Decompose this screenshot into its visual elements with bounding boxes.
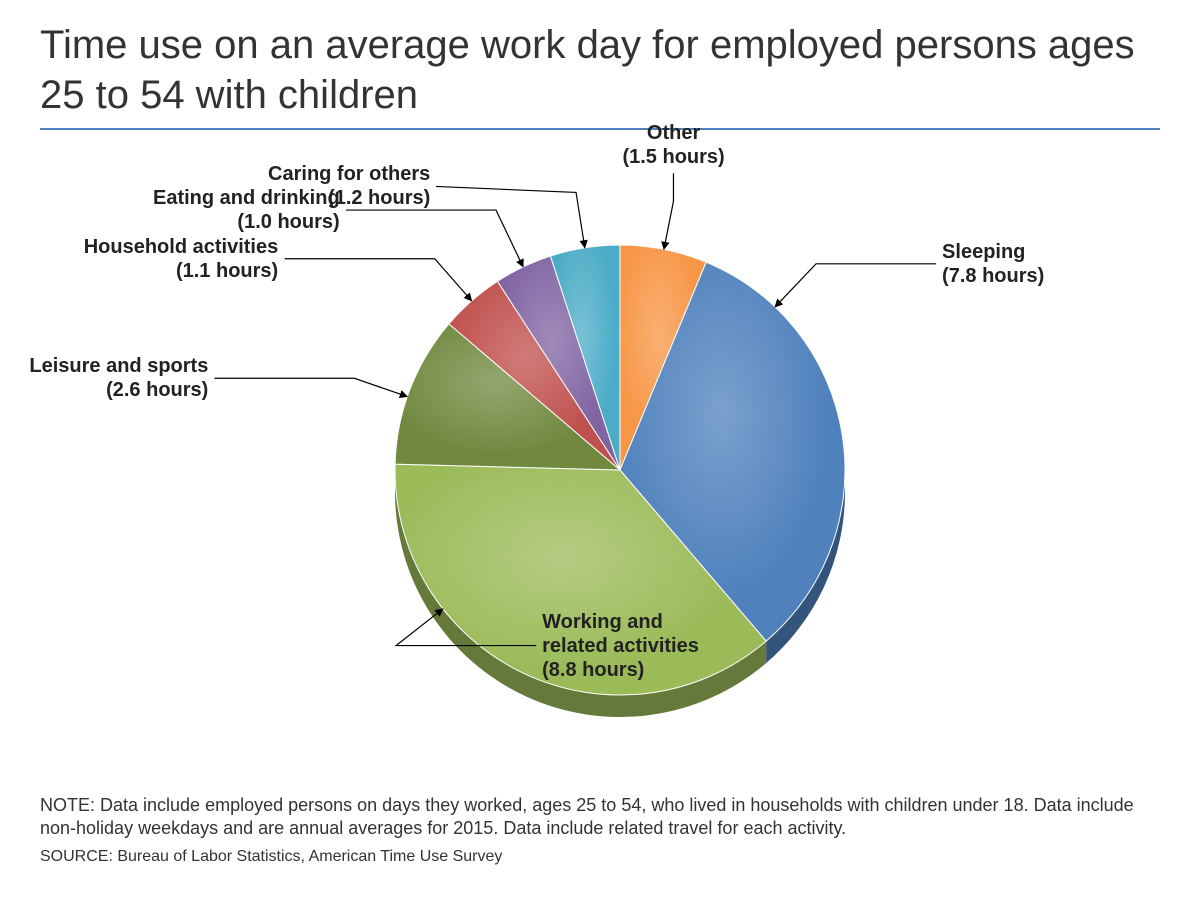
page: Time use on an average work day for empl…: [0, 0, 1200, 900]
chart-title: Time use on an average work day for empl…: [40, 20, 1160, 120]
note-text: NOTE: Data include employed persons on d…: [40, 794, 1160, 841]
leader-leisure: [214, 378, 407, 396]
label-other: Other(1.5 hours): [622, 121, 724, 169]
label-leisure: Leisure and sports(2.6 hours): [29, 354, 208, 402]
leader-household: [285, 259, 472, 301]
label-caring: Caring for others(1.2 hours): [268, 162, 430, 210]
label-sleeping: Sleeping(7.8 hours): [942, 240, 1044, 288]
label-working: Working andrelated activities(8.8 hours): [542, 610, 699, 682]
leader-sleeping: [775, 264, 936, 307]
source-text: SOURCE: Bureau of Labor Statistics, Amer…: [40, 847, 1160, 868]
label-household: Household activities(1.1 hours): [84, 235, 279, 283]
chart-footer: NOTE: Data include employed persons on d…: [40, 794, 1160, 868]
leader-other: [664, 173, 674, 249]
pie-chart: Other(1.5 hours)Sleeping(7.8 hours)Worki…: [40, 130, 1160, 790]
leader-caring: [436, 186, 585, 247]
